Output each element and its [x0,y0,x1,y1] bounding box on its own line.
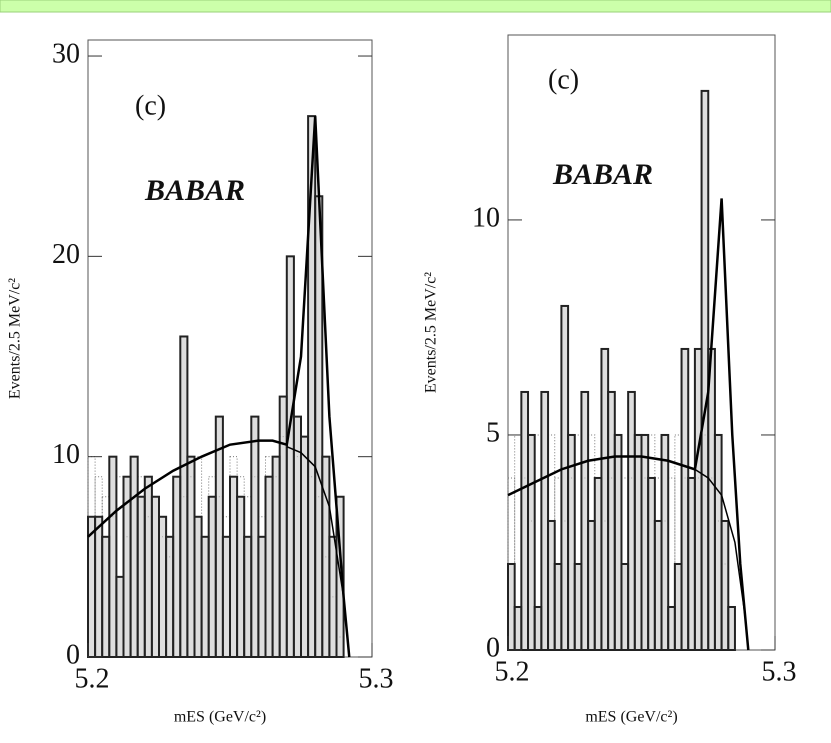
background-bar [115,476,125,658]
data-bar [607,390,616,651]
data-bar [693,347,703,651]
data-bar [680,347,690,651]
data-bar [278,395,288,658]
background-bar [507,477,516,651]
data-bar [158,515,168,658]
y-tick-label: 5 [486,417,500,448]
data-bar [193,515,203,658]
data-bar [250,415,260,658]
data-bar [229,475,239,658]
data-bar [271,455,281,658]
data-bar [667,605,676,651]
x-tick-label: 5.2 [495,656,530,687]
data-bar [264,475,274,658]
y-tick-label: 10 [472,202,500,233]
data-bar [560,304,570,651]
fit-curve [87,116,351,658]
data-bar [143,475,153,658]
x-tick-label: 5.2 [75,663,110,694]
data-bar [221,535,231,658]
data-bar [150,495,160,658]
data-bar [633,433,643,651]
data-bar [573,562,583,652]
data-bar [94,515,104,658]
data-bar [727,605,736,651]
data-bar [172,475,182,658]
data-bar [257,535,267,658]
x-axis-label: mES (GeV/c²) [174,709,266,726]
data-bar [600,347,610,651]
data-bar [285,255,295,658]
panel-label: (c) [548,64,579,95]
header-bar [0,0,831,13]
background-bar [137,476,146,658]
experiment-logo: BABAR [552,158,653,191]
data-bar [580,390,590,651]
background-bar [654,477,663,651]
y-tick-label: 10 [52,439,80,470]
y-tick-label: 30 [52,38,80,69]
data-bar [700,89,710,651]
data-bar [713,433,723,651]
data-bar [321,455,331,658]
data-bar [593,476,603,651]
data-bar [129,455,139,658]
data-bar [720,519,730,651]
data-bar [214,415,224,658]
background-bar [236,476,245,658]
data-bar [620,562,630,652]
data-bar [613,433,623,651]
data-bar [540,390,550,651]
background-bar [554,477,562,651]
data-bar [328,535,338,658]
x-tick-label: 5.3 [762,656,797,687]
data-bar [653,519,663,651]
data-bar [660,433,670,651]
data-bar [640,433,650,651]
y-axis-label: Events/2.5 MeV/c² [423,272,440,393]
data-bar [627,390,636,651]
background-bar [667,477,676,651]
data-bar [587,519,596,651]
data-bar [647,476,656,651]
data-bar [243,535,253,658]
data-bar [87,515,97,658]
experiment-logo: BABAR [144,174,245,207]
data-bar [136,495,146,658]
y-tick-label: 0 [66,639,80,670]
data-bar [179,335,189,658]
data-bar [101,535,111,658]
data-bar [533,605,543,651]
fit-curve [507,198,750,651]
data-bar [520,390,530,651]
background-bar [94,476,103,658]
panel-label: (c) [135,90,166,121]
background-bar [208,476,217,658]
data-bar [527,433,536,651]
data-bar [165,535,175,658]
data-bar [108,455,118,658]
data-bar [553,562,563,652]
data-bar [513,605,523,651]
data-bar [186,455,196,658]
data-bar [673,562,683,652]
data-bar [707,347,716,651]
x-tick-label: 5.3 [359,663,394,694]
data-bar [200,535,210,658]
data-bar [115,575,125,658]
data-bar [207,495,217,658]
y-tick-label: 20 [52,239,80,270]
x-axis-label: mES (GeV/c²) [585,709,677,726]
y-tick-label: 0 [486,632,500,663]
data-bar [507,562,516,652]
data-bar [236,495,246,658]
data-bar [687,476,696,651]
data-bar [300,435,310,658]
background-bar [620,477,629,651]
data-bar [547,519,556,651]
y-axis-label: Events/2.5 MeV/c² [7,278,24,399]
data-bar [567,433,576,651]
